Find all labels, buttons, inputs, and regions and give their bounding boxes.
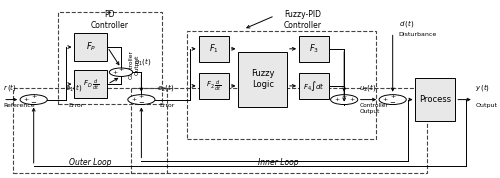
Text: +: + <box>342 94 347 99</box>
Text: $F_P$: $F_P$ <box>86 41 96 53</box>
Text: $d\,(t)$: $d\,(t)$ <box>398 18 413 29</box>
Text: +: + <box>139 94 144 99</box>
Text: $y\,(t)$: $y\,(t)$ <box>475 82 490 93</box>
Circle shape <box>110 68 132 77</box>
Text: +: + <box>118 67 124 72</box>
Bar <box>186 31 376 139</box>
Text: +: + <box>112 70 117 75</box>
Text: Error: Error <box>160 103 175 108</box>
Text: $F_D\,\frac{d}{dt}$: $F_D\,\frac{d}{dt}$ <box>83 77 99 91</box>
Bar <box>58 12 162 104</box>
Text: $F_1$: $F_1$ <box>208 43 218 55</box>
Bar <box>130 88 426 173</box>
Text: $r\,(t)$: $r\,(t)$ <box>3 82 17 93</box>
Bar <box>299 36 329 62</box>
Bar <box>198 73 228 99</box>
Text: Outer Loop: Outer Loop <box>69 158 112 167</box>
Text: $u_2(t)$: $u_2(t)$ <box>359 82 376 93</box>
Text: Process: Process <box>420 95 452 104</box>
Bar <box>416 78 456 121</box>
Text: $F_2\,\frac{d}{dt}$: $F_2\,\frac{d}{dt}$ <box>206 78 222 93</box>
Text: Controller
Output: Controller Output <box>129 50 140 79</box>
Text: $F_3$: $F_3$ <box>309 43 319 55</box>
Bar <box>198 36 228 62</box>
Circle shape <box>20 95 48 104</box>
Circle shape <box>128 95 155 104</box>
Bar <box>299 73 329 99</box>
Text: Fuzzy
Logic: Fuzzy Logic <box>251 69 274 89</box>
Text: −: − <box>390 100 396 106</box>
Text: Inner Loop: Inner Loop <box>258 158 299 167</box>
Bar <box>74 33 108 61</box>
Text: Fuzzy-PID
Controller: Fuzzy-PID Controller <box>284 10 322 30</box>
Circle shape <box>379 95 406 104</box>
Text: +: + <box>349 97 354 102</box>
Text: +: + <box>31 94 36 99</box>
Text: −: − <box>30 100 36 106</box>
Text: Output: Output <box>475 103 497 108</box>
Circle shape <box>330 95 358 104</box>
Text: +: + <box>382 97 388 102</box>
Bar <box>13 88 167 173</box>
Bar <box>238 52 287 107</box>
Text: $F_4\int dt$: $F_4\int dt$ <box>303 79 325 93</box>
Text: $e_1(t)$: $e_1(t)$ <box>65 82 82 93</box>
Text: Error: Error <box>68 103 84 108</box>
Text: +: + <box>334 97 340 102</box>
Text: Controller
Output: Controller Output <box>359 103 388 114</box>
Text: $u_1(t)$: $u_1(t)$ <box>134 56 152 67</box>
Text: Disturbance: Disturbance <box>398 32 437 38</box>
Text: +: + <box>24 97 29 102</box>
Text: +: + <box>390 94 396 99</box>
Bar <box>74 70 108 98</box>
Text: −: − <box>138 100 144 106</box>
Text: PD
Controller: PD Controller <box>91 10 129 30</box>
Text: $e_2(t)$: $e_2(t)$ <box>157 82 174 93</box>
Text: Reference: Reference <box>3 103 34 108</box>
Text: +: + <box>132 97 136 102</box>
